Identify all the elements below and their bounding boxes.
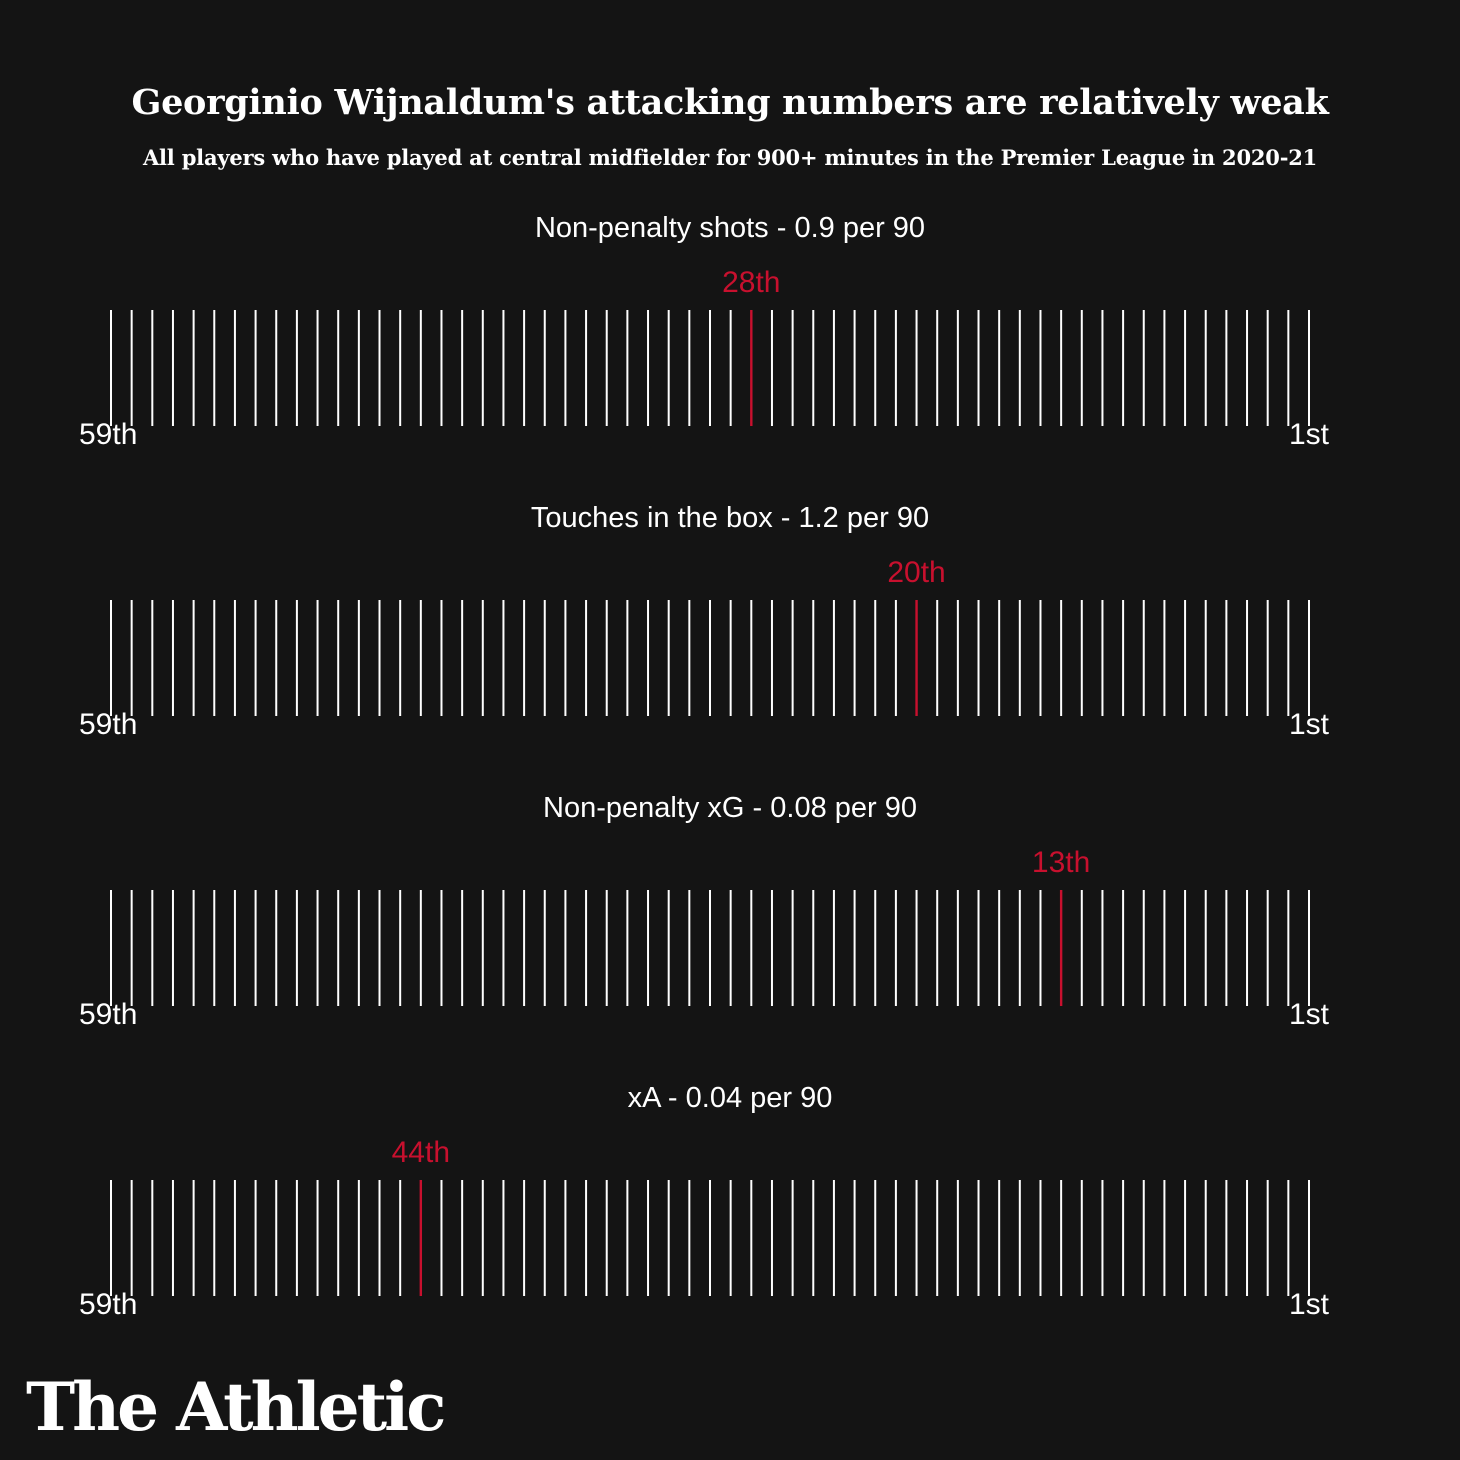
axis-right-label: 1st [1289,998,1330,1031]
axis-left-label: 59th [79,1288,138,1321]
metric-label: Touches in the box - 1.2 per 90 [530,502,930,534]
rank-label: 13th [1031,846,1091,879]
rank-ticks [110,310,1310,426]
metric-label: Non-penalty xG - 0.08 per 90 [543,792,917,824]
metric-label: xA - 0.04 per 90 [627,1082,833,1114]
panel-non-penalty-shots: Non-penalty shots - 0.9 per 90 28th 59th… [0,212,1460,502]
rank-label: 44th [391,1136,451,1169]
rank-label: 20th [887,556,946,589]
rank-ticks [110,890,1310,1006]
axis-left-label: 59th [79,418,138,451]
axis-right-label: 1st [1289,418,1330,451]
panel-touches-in-box: Touches in the box - 1.2 per 90 20th 59t… [0,502,1460,792]
axis-right-label: 1st [1289,708,1330,741]
axis-left-label: 59th [79,708,138,741]
axis-right-label: 1st [1289,1288,1330,1321]
axis-left-label: 59th [79,998,138,1031]
rank-label: 28th [722,266,781,299]
panel-non-penalty-xg: Non-penalty xG - 0.08 per 90 13th 59th 1… [0,792,1460,1082]
the-athletic-logo: The Athletic [26,1368,446,1446]
rank-ticks [110,1180,1310,1296]
chart-title: Georginio Wijnaldum's attacking numbers … [131,82,1329,123]
chart-subtitle: All players who have played at central m… [142,145,1318,170]
panel-xa: xA - 0.04 per 90 44th 59th 1st [0,1082,1460,1372]
metric-label: Non-penalty shots - 0.9 per 90 [534,212,926,244]
rank-ticks [110,600,1310,716]
